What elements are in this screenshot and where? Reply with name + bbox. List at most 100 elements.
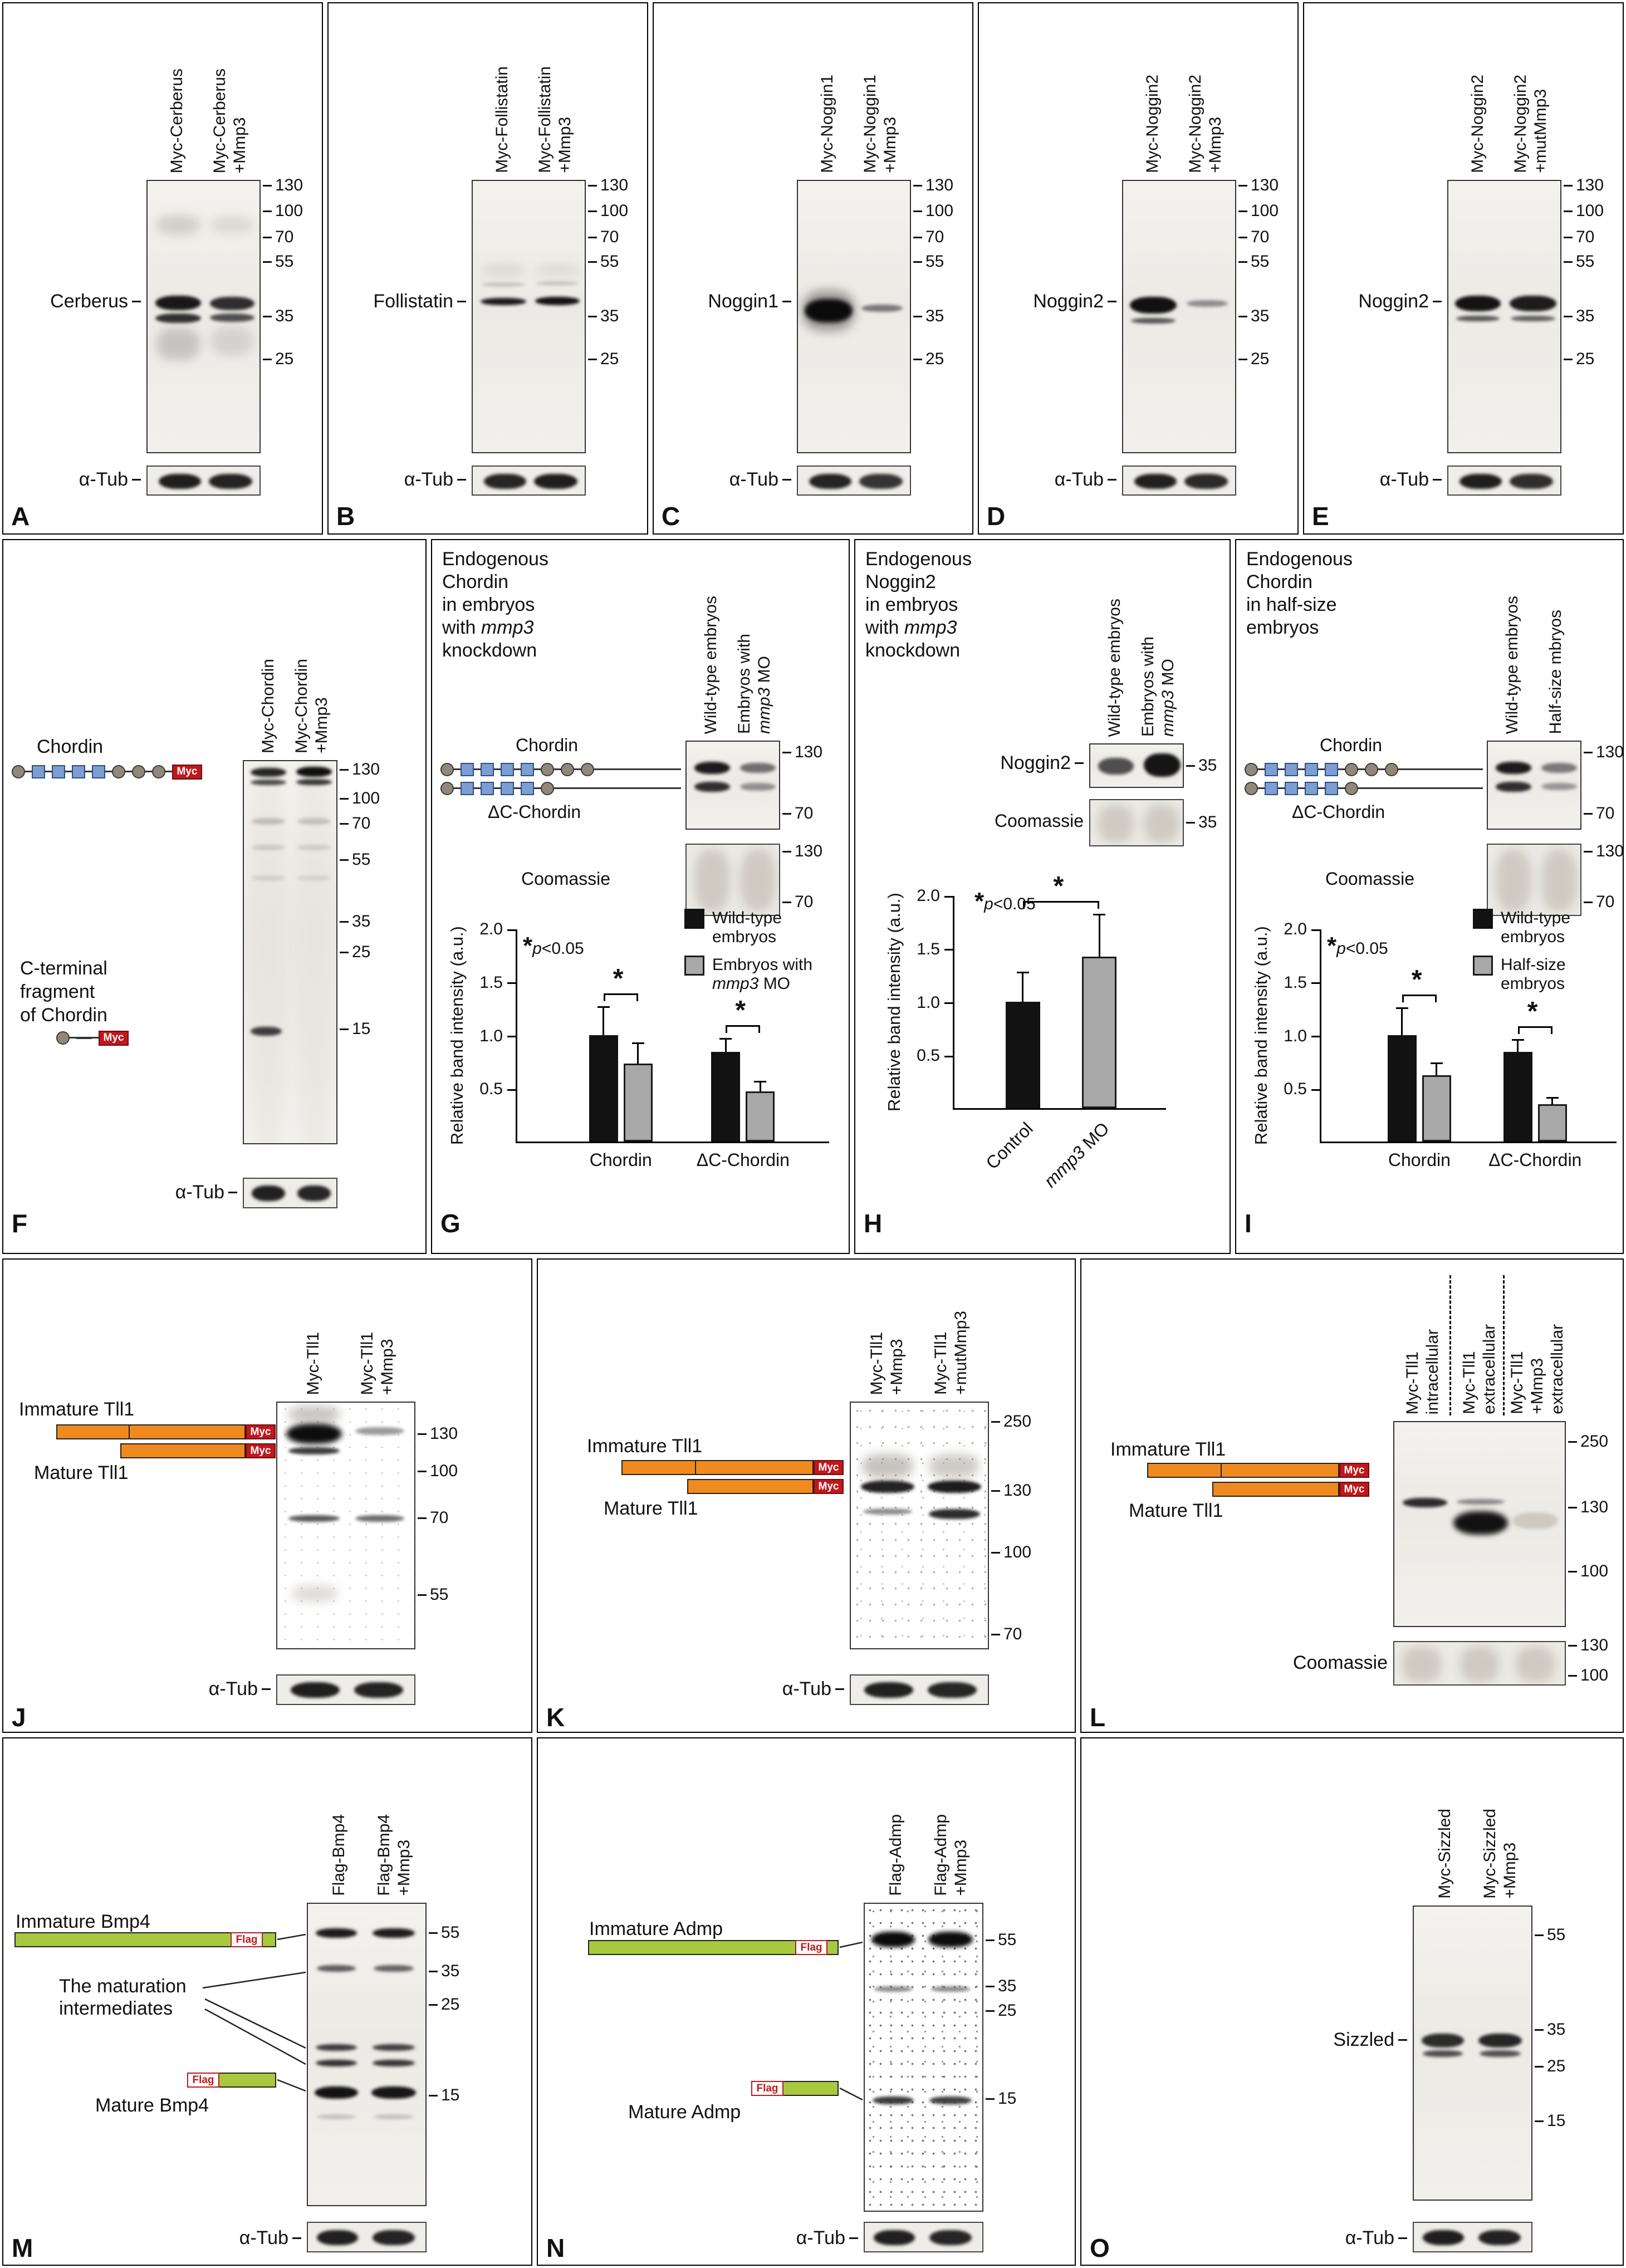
legtext: Embryos with mmp3 MO bbox=[712, 956, 813, 993]
band bbox=[1512, 1512, 1558, 1529]
lane-label: Myc-Noggin2 +Mmp3 bbox=[1186, 75, 1225, 173]
signote: *p<0.05 bbox=[974, 888, 1036, 915]
western-blot bbox=[864, 1903, 983, 2212]
shape-square bbox=[72, 765, 85, 778]
smear bbox=[156, 328, 200, 360]
band bbox=[1457, 1499, 1505, 1505]
shape-circle bbox=[541, 763, 554, 776]
band bbox=[1453, 1511, 1508, 1535]
smear bbox=[1402, 1647, 1441, 1682]
band bbox=[1455, 296, 1501, 311]
band bbox=[1478, 2034, 1522, 2047]
mw-marker: 55 bbox=[913, 252, 944, 272]
cbar bbox=[1537, 1104, 1567, 1142]
mw-marker: 55 bbox=[986, 1930, 1016, 1950]
catlabel: Chordin bbox=[1388, 1150, 1451, 1170]
loading-blot bbox=[1413, 2222, 1532, 2252]
band bbox=[1131, 318, 1176, 324]
loading-blot bbox=[1447, 466, 1561, 496]
band bbox=[861, 305, 903, 312]
line bbox=[277, 2079, 306, 2092]
mw-marker: 70 bbox=[418, 1508, 448, 1528]
band bbox=[316, 2060, 357, 2066]
band bbox=[1134, 474, 1177, 489]
mw-marker: 70 bbox=[1238, 227, 1269, 247]
loading-label: α-Tub bbox=[1055, 469, 1116, 491]
bar-chart: 0.5 1.0 1.5 2.0 Relative band intensity (a.u… bbox=[1251, 909, 1617, 1170]
myc-tag: Myc bbox=[246, 1443, 276, 1458]
panel-letter: I bbox=[1245, 1209, 1252, 1238]
star: * bbox=[1527, 997, 1538, 1027]
tickmark bbox=[507, 982, 517, 984]
bar-div bbox=[1220, 1464, 1222, 1477]
band bbox=[1130, 297, 1177, 313]
brak bbox=[603, 993, 638, 995]
band bbox=[297, 845, 331, 850]
brak bbox=[1402, 994, 1437, 996]
band bbox=[481, 298, 526, 305]
mw-marker: 70 bbox=[1584, 892, 1614, 912]
wcap bbox=[1016, 971, 1029, 973]
mw-marker: 55 bbox=[1564, 252, 1594, 272]
band bbox=[374, 1965, 414, 1972]
shape-circle bbox=[1365, 763, 1378, 776]
loading-label: α-Tub bbox=[1380, 469, 1442, 491]
panel-letter: G bbox=[440, 1209, 461, 1238]
shape-square bbox=[501, 763, 514, 776]
panel-letter: A bbox=[11, 502, 30, 531]
smear bbox=[482, 264, 525, 276]
loading-label: α-Tub bbox=[782, 1678, 844, 1700]
mw-marker: 55 bbox=[263, 252, 293, 272]
i: mmp3 bbox=[712, 974, 759, 993]
mw-marker: 70 bbox=[340, 814, 370, 834]
mw-marker: 35 bbox=[913, 306, 944, 326]
i: mmp3 bbox=[904, 617, 957, 638]
lane-label: Myc-Follistatin bbox=[493, 66, 511, 173]
smear bbox=[1098, 805, 1134, 842]
tickmark bbox=[944, 1002, 954, 1004]
lane-label: Myc-Tll1 +Mmp3 bbox=[358, 1331, 396, 1395]
legrow: Wild-type embryos bbox=[1473, 909, 1570, 947]
wcap bbox=[631, 1042, 644, 1044]
cbar bbox=[1082, 957, 1117, 1108]
band bbox=[373, 2060, 415, 2066]
band bbox=[1460, 474, 1502, 489]
band bbox=[482, 282, 525, 287]
lane-label: Myc-Tll1 intracellular bbox=[1403, 1329, 1442, 1414]
line bbox=[839, 2087, 863, 2101]
lane-label: Myc-Noggin1 bbox=[818, 75, 836, 173]
shape-square bbox=[52, 765, 65, 778]
mw-marker: 100 bbox=[1238, 201, 1279, 221]
plain-label: Mature Bmp4 bbox=[95, 2095, 209, 2116]
whisk bbox=[1517, 1039, 1519, 1052]
tickmark bbox=[1311, 1036, 1321, 1037]
ylabel: Relative band intensity (a.u.) bbox=[1251, 926, 1271, 1145]
plain-label: Immature Admp bbox=[589, 1918, 723, 1939]
western-blot bbox=[243, 760, 337, 1144]
immature-tll1-bar bbox=[621, 1460, 814, 1475]
western-blot bbox=[850, 1402, 989, 1649]
panel-letter: B bbox=[336, 502, 355, 531]
lane-label: Myc-Noggin2 +mutMmp3 bbox=[1511, 75, 1550, 173]
band bbox=[874, 2230, 915, 2245]
catlabel: ΔC-Chordin bbox=[1488, 1150, 1582, 1170]
mw-marker: 35 bbox=[263, 306, 293, 326]
western-blot bbox=[1393, 1421, 1566, 1627]
plain-label: Mature Tll1 bbox=[1129, 1500, 1223, 1521]
mw-marker: 55 bbox=[1535, 1925, 1565, 1945]
mw-marker: 70 bbox=[1584, 804, 1614, 824]
panel-c: Myc-Noggin1 Myc-Noggin1 +Mmp3 130 100 70… bbox=[653, 2, 973, 535]
band bbox=[484, 474, 526, 489]
mw-marker: 35 bbox=[429, 1961, 459, 1981]
plain-label: The maturation intermediates bbox=[59, 1976, 187, 2019]
mw-marker: 130 bbox=[782, 841, 822, 861]
brak bbox=[1517, 1026, 1552, 1028]
coomassie-blot bbox=[685, 844, 780, 916]
band bbox=[929, 1509, 980, 1519]
lane-label: Embryos with mmp3 MO bbox=[735, 633, 773, 734]
western-blot bbox=[797, 180, 911, 453]
lane-label: Myc-Tll1 bbox=[304, 1331, 322, 1395]
band bbox=[297, 875, 331, 881]
lane-label: Wild-type embryos bbox=[702, 595, 720, 734]
shape-square bbox=[1325, 763, 1338, 776]
